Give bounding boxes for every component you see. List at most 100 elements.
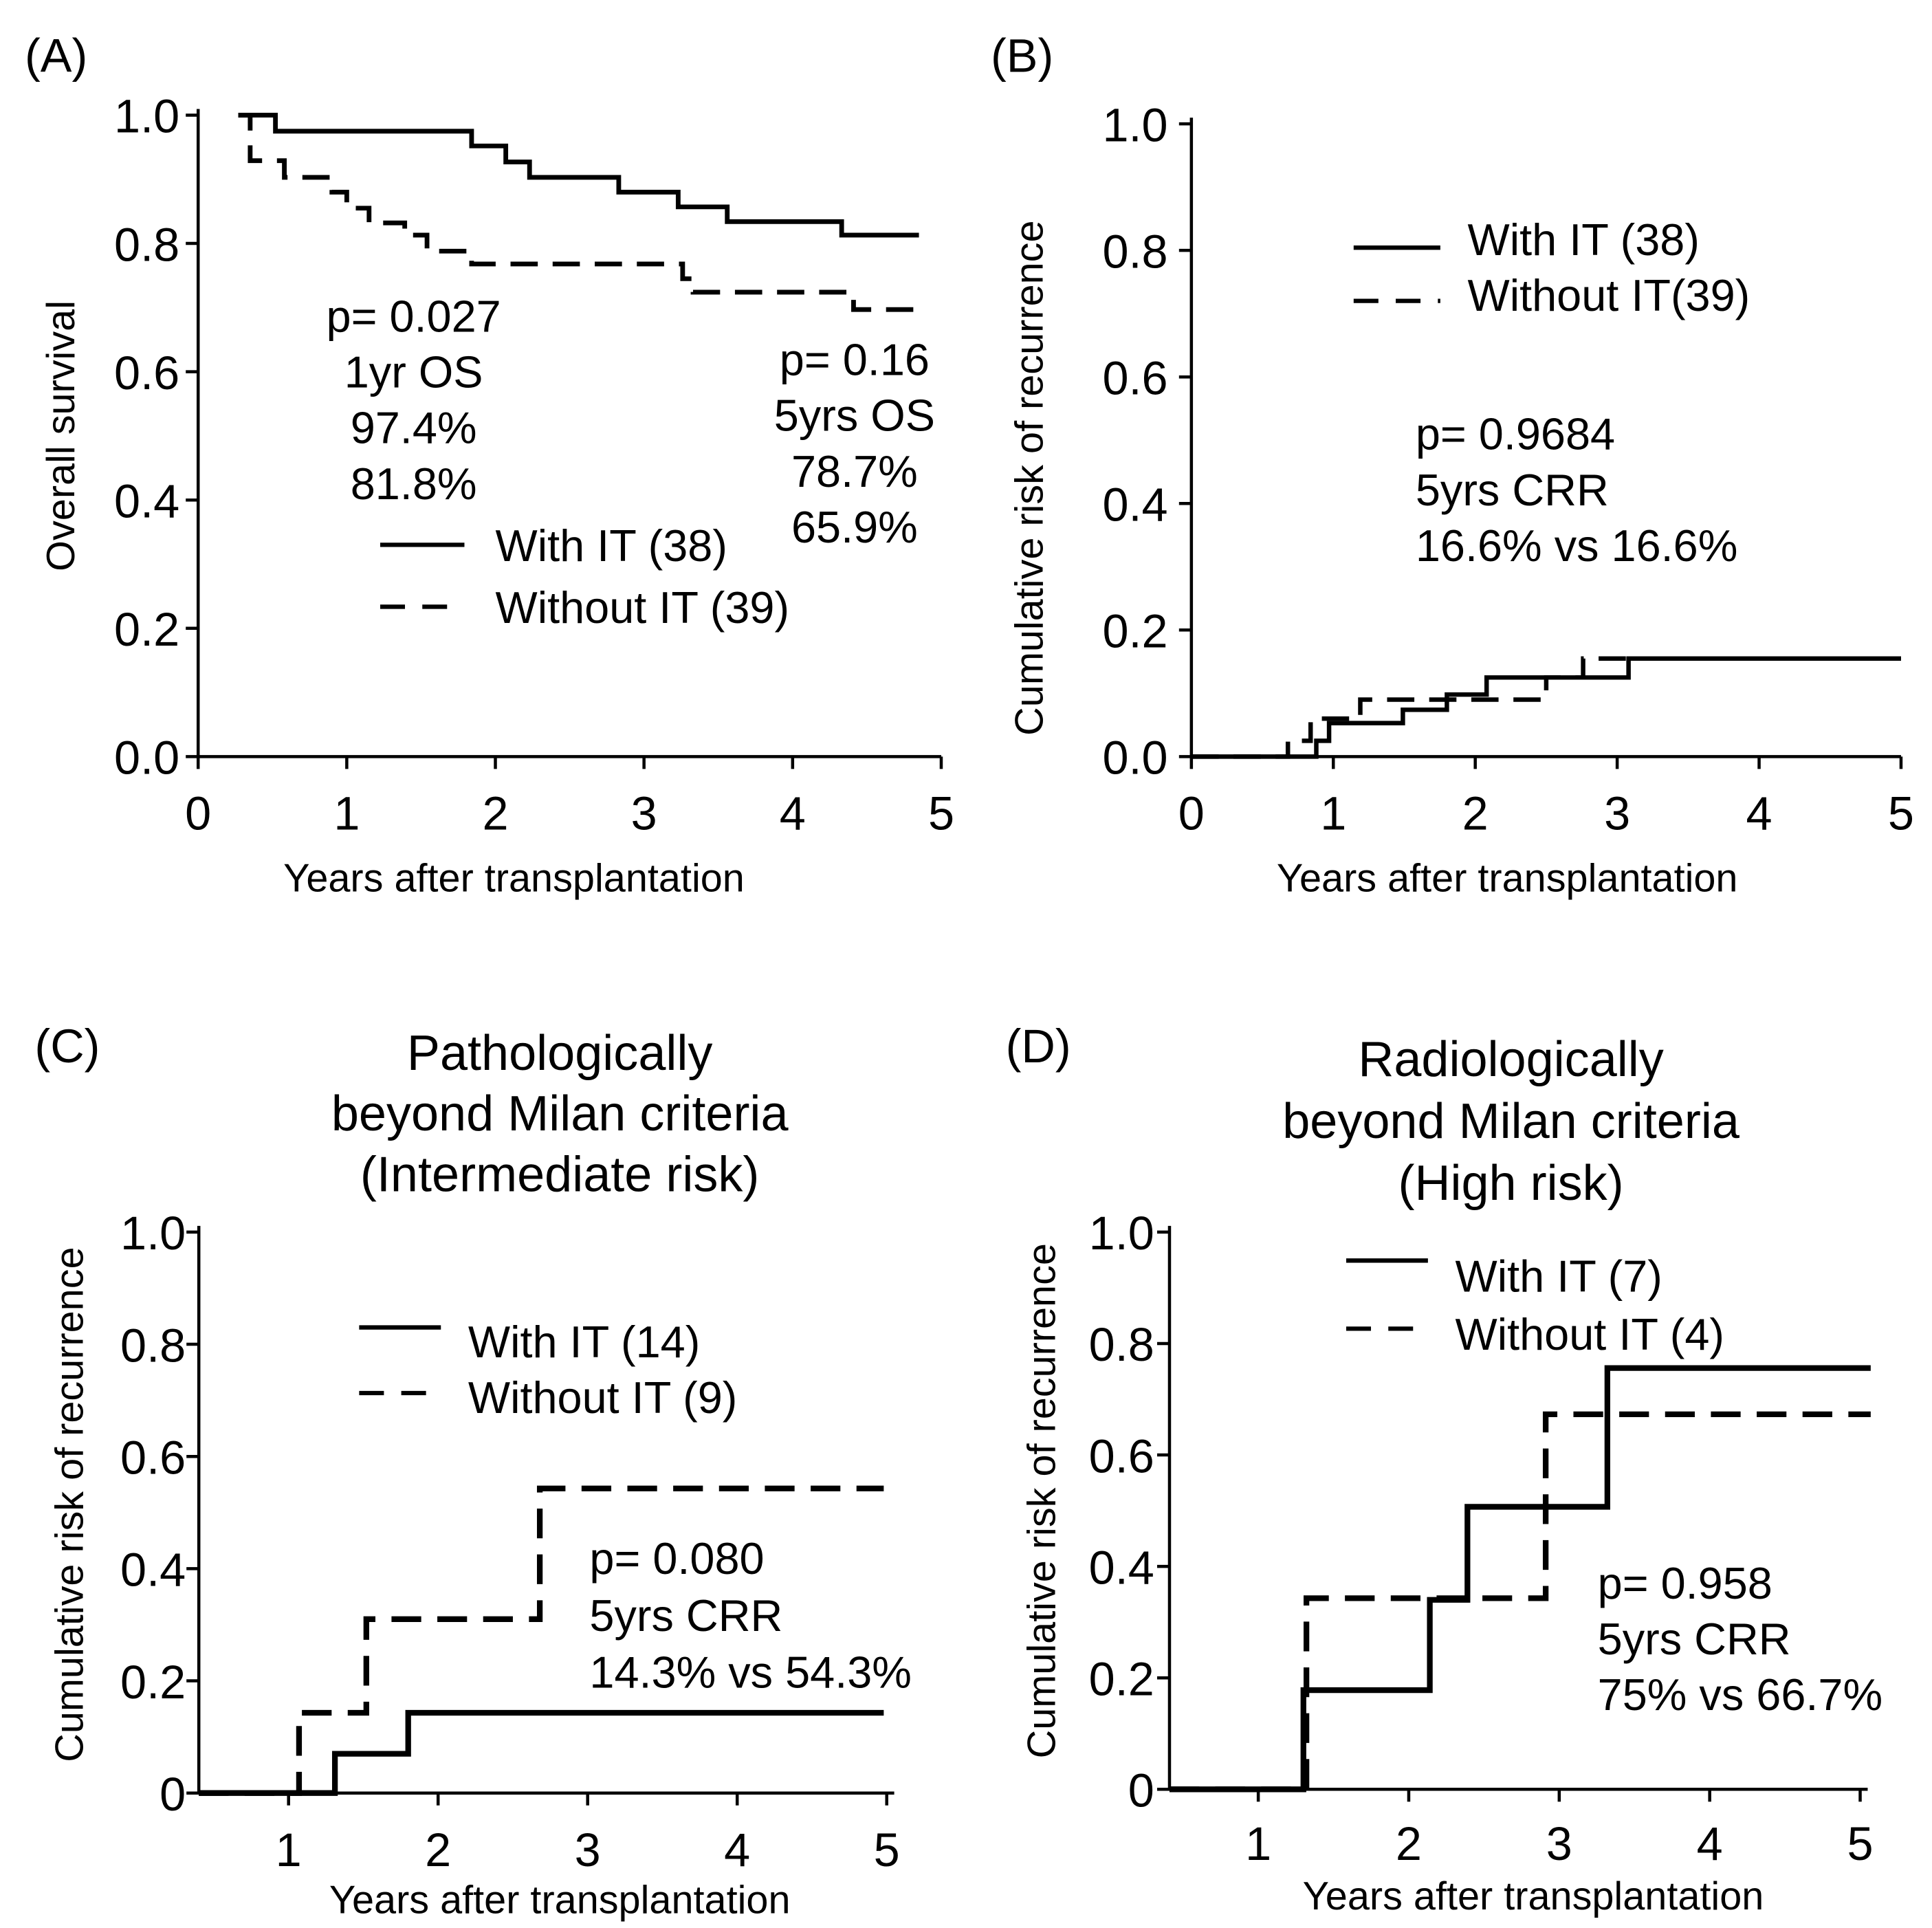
panel-b-series-2-step-curve [1191,656,1901,759]
panel-title-line: Radiologically [1358,1032,1663,1087]
legend-label: Without IT(39) [1468,270,1750,320]
annotation-text: 78.7% [791,446,918,496]
panel-d: (D) Radiologically beyond Milan criteria (H… [1006,1020,1882,1918]
panel-title-line: Pathologically [407,1026,713,1081]
panel-d-series-2-step-curve [1169,1411,1871,1793]
y-tick-label: 0.2 [1102,605,1167,658]
panel-b-series-1-step-curve [1191,656,1901,759]
y-tick-label: 0.2 [1089,1652,1154,1705]
x-tick-label: 4 [780,787,806,840]
annotation-text: p= 0.16 [780,335,930,385]
legend-label: Without IT (39) [496,582,790,633]
panel-title-line: beyond Milan criteria [1282,1094,1740,1149]
x-tick-label: 5 [874,1823,900,1876]
x-tick-label: 2 [482,787,508,840]
y-tick-label: 0.2 [120,1656,186,1709]
panel-c-series-2-step-curve [199,1485,884,1796]
x-tick-label: 1 [276,1823,302,1876]
panel-title-line: beyond Milan criteria [331,1086,789,1141]
x-tick-label: 4 [1746,787,1772,840]
annotation-text: 14.3% vs 54.3% [589,1647,912,1698]
y-tick-label: 1.0 [1102,98,1167,151]
x-axis-label: Years after transplantation [1277,857,1738,901]
y-tick-label: 0.6 [1102,351,1167,404]
annotation-text: 75% vs 66.7% [1598,1669,1882,1720]
y-axis-label: Cumulative risk of recurrence [1020,1243,1064,1758]
y-tick-label: 0.8 [1089,1318,1154,1371]
x-tick-label: 1 [1320,787,1346,840]
legend-label: With IT (38) [1468,215,1700,265]
annotation-text: 5yrs CRR [1598,1614,1791,1664]
y-tick-label: 0.4 [114,474,179,527]
legend-label: Without IT (9) [468,1372,738,1423]
panel-title-line: (Intermediate risk) [360,1147,759,1202]
x-axis-label: Years after transplantation [1303,1874,1764,1918]
x-axis-label: Years after transplantation [329,1878,791,1922]
annotation-text: 16.6% vs 16.6% [1416,521,1738,571]
x-tick-label: 5 [928,787,954,840]
annotation-text: p= 0.027 [327,292,501,342]
x-tick-label: 1 [333,787,360,840]
panel-label: (B) [991,29,1053,82]
y-tick-label: 0.4 [1089,1541,1154,1594]
y-tick-label: 0.4 [120,1544,186,1597]
y-tick-label: 0.2 [114,603,179,656]
y-tick-label: 0.0 [114,732,179,785]
annotation-text: p= 0.958 [1598,1558,1772,1608]
panel-label: (C) [34,1020,100,1073]
x-tick-label: 3 [1604,787,1630,840]
panel-a-series-2-step-curve [238,113,919,312]
y-tick-label: 1.0 [120,1207,186,1260]
x-tick-label: 0 [185,787,211,840]
x-tick-label: 5 [1847,1817,1873,1870]
panel-title-line: (High risk) [1398,1156,1623,1211]
panel-label: (D) [1006,1020,1071,1073]
y-tick-label: 0.8 [114,218,179,271]
x-tick-label: 2 [1462,787,1489,840]
y-tick-label: 1.0 [1089,1207,1154,1260]
x-tick-label: 0 [1178,787,1205,840]
y-tick-label: 1.0 [114,90,179,143]
legend-label: With IT (7) [1456,1251,1662,1301]
annotation-text: 1yr OS [344,347,483,397]
x-tick-label: 2 [1396,1817,1422,1870]
x-tick-label: 2 [425,1823,451,1876]
annotation-text: p= 0.9684 [1416,409,1615,459]
y-tick-label: 0.6 [120,1431,186,1484]
y-tick-label: 0.8 [120,1319,186,1372]
panel-label: (A) [25,29,87,82]
x-tick-label: 3 [631,787,657,840]
x-tick-label: 1 [1245,1817,1271,1870]
annotation-text: 81.8% [351,459,477,509]
annotation-text: 97.4% [351,403,477,453]
y-tick-label: 0.4 [1102,478,1167,531]
x-axis-label: Years after transplantation [283,857,745,901]
x-tick-label: 3 [1546,1817,1572,1870]
annotation-text: 5yrs OS [774,391,935,441]
annotation-text: p= 0.080 [589,1533,764,1584]
annotation-text: 5yrs CRR [589,1590,782,1641]
y-tick-label: 0.6 [114,347,179,399]
x-tick-label: 4 [1697,1817,1723,1870]
y-tick-label: 0.8 [1102,225,1167,278]
panel-a-series-1-step-curve [238,113,919,238]
panel-b: (B) 0.0 0.2 0.4 0.6 0.8 1.0 0 1 2 3 4 5 Years after t… [991,29,1914,900]
y-tick-label: 0 [1128,1764,1154,1817]
y-tick-label: 0 [160,1768,186,1821]
y-tick-label: 0.6 [1089,1429,1154,1482]
legend-label: With IT (38) [496,521,727,571]
x-tick-label: 5 [1888,787,1914,840]
panel-c-series-1-step-curve [199,1709,884,1796]
legend-label: Without IT (4) [1456,1309,1725,1359]
y-axis-label: Overall survival [39,300,83,571]
annotation-text: 5yrs CRR [1416,465,1609,515]
x-tick-label: 4 [724,1823,750,1876]
x-tick-label: 3 [575,1823,601,1876]
y-axis-label: Cumulative risk of recurrence [48,1247,92,1762]
panel-a: (A) 0.0 0.2 0.4 0.6 0.8 1.0 0 1 2 3 4 5 Years after t… [25,29,954,900]
legend-label: With IT (14) [468,1317,700,1367]
y-tick-label: 0.0 [1102,732,1167,785]
